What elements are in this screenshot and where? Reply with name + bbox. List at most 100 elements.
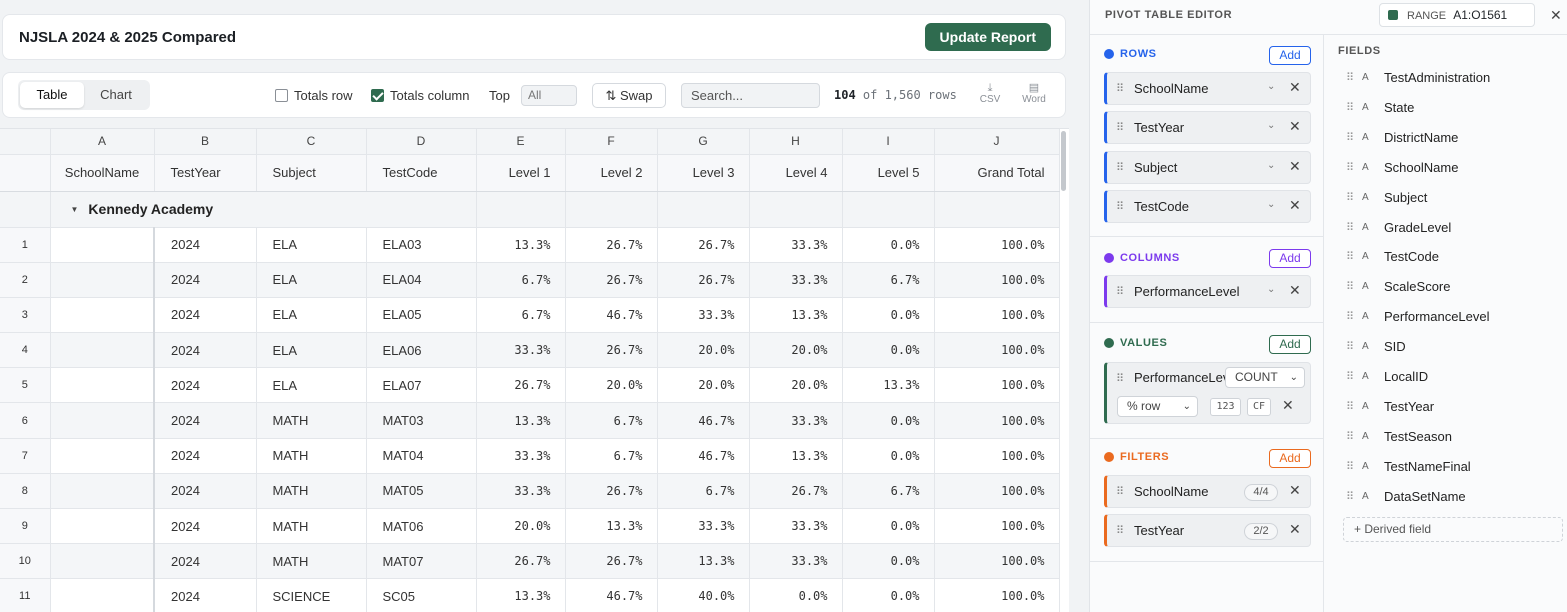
drag-handle-icon[interactable]: ⠿ (1346, 371, 1354, 383)
table-cell[interactable]: 20.0% (749, 367, 843, 404)
table-cell[interactable]: ELA (256, 332, 367, 369)
drag-handle-icon[interactable]: ⠿ (1346, 430, 1354, 443)
table-cell[interactable] (50, 297, 155, 334)
column-header[interactable]: Level 4 (749, 154, 843, 192)
drag-handle-icon[interactable]: ⠿ (1116, 486, 1124, 498)
col-letter[interactable]: J (934, 129, 1060, 155)
drag-handle-icon[interactable]: ⠿ (1116, 525, 1124, 537)
chevron-down-icon[interactable]: ⌄ (1267, 81, 1276, 92)
table-cell[interactable]: 26.7% (657, 262, 750, 298)
table-cell[interactable]: MAT06 (366, 508, 477, 545)
table-cell[interactable]: 46.7% (565, 297, 658, 334)
table-cell[interactable]: 20.0% (657, 332, 750, 369)
table-cell[interactable]: MAT07 (366, 543, 477, 580)
table-cell[interactable]: ELA (256, 297, 367, 334)
table-cell[interactable]: MAT03 (366, 402, 477, 439)
col-letter[interactable]: H (749, 129, 843, 155)
add-column-button[interactable]: Add (1269, 249, 1311, 268)
chevron-down-icon[interactable]: ⌄ (1267, 160, 1276, 171)
remove-icon[interactable]: ✕ (1289, 197, 1301, 213)
table-cell[interactable]: 100.0% (934, 473, 1060, 510)
table-cell[interactable]: 0.0% (842, 332, 935, 369)
table-cell[interactable]: 20.0% (476, 508, 566, 545)
table-cell[interactable]: 100.0% (934, 578, 1060, 612)
table-cell[interactable]: 0.0% (842, 297, 935, 334)
checkbox-box-checked[interactable] (371, 89, 384, 102)
field-item[interactable]: ⠿ A SID (1346, 339, 1406, 354)
table-cell[interactable] (50, 332, 155, 369)
search-input[interactable]: Search... (681, 83, 820, 108)
table-cell[interactable]: 33.3% (749, 402, 843, 439)
remove-icon[interactable]: ✕ (1289, 521, 1301, 537)
table-cell[interactable]: 20.0% (657, 367, 750, 404)
table-cell[interactable]: 6.7% (565, 402, 658, 439)
table-cell[interactable]: 100.0% (934, 332, 1060, 369)
table-cell[interactable] (50, 438, 155, 474)
totals-column-checkbox[interactable]: Totals column (371, 88, 469, 103)
table-cell[interactable] (50, 262, 155, 298)
table-cell[interactable]: MAT04 (366, 438, 477, 474)
table-cell[interactable]: 6.7% (842, 262, 935, 298)
chevron-down-icon[interactable]: ⌄ (1267, 120, 1276, 131)
remove-icon[interactable]: ✕ (1289, 118, 1301, 134)
column-header[interactable]: Level 1 (476, 154, 566, 192)
col-letter[interactable]: G (657, 129, 750, 155)
field-item[interactable]: ⠿ A TestAdministration (1346, 70, 1490, 85)
table-cell[interactable]: 26.7% (565, 332, 658, 369)
table-cell[interactable] (50, 227, 155, 263)
table-cell[interactable]: 0.0% (842, 402, 935, 439)
table-cell[interactable]: 2024 (154, 508, 257, 545)
table-cell[interactable]: MATH (256, 508, 367, 545)
table-cell[interactable]: 100.0% (934, 438, 1060, 474)
conditional-format-button[interactable]: CF (1247, 398, 1271, 416)
column-header[interactable]: Subject (256, 154, 367, 192)
table-cell[interactable]: 0.0% (842, 227, 935, 263)
export-word-button[interactable]: ▤ Word (1019, 82, 1049, 105)
remove-icon[interactable]: ✕ (1289, 282, 1301, 298)
table-cell[interactable]: 0.0% (842, 543, 935, 580)
column-field-chip[interactable]: ⠿ PerformanceLevel ⌄ ✕ (1104, 275, 1311, 308)
filter-count-badge[interactable]: 2/2 (1244, 523, 1278, 540)
drag-handle-icon[interactable]: ⠿ (1346, 311, 1354, 324)
field-item[interactable]: ⠿ A DistrictName (1346, 130, 1458, 145)
chevron-down-icon[interactable]: ⌄ (1267, 284, 1276, 295)
range-field[interactable]: RANGE A1:O1561 (1379, 3, 1535, 27)
col-letter[interactable]: D (366, 129, 477, 155)
export-csv-button[interactable]: ⤓ CSV (975, 82, 1005, 105)
column-header[interactable]: TestCode (366, 154, 477, 192)
drag-handle-icon[interactable]: ⠿ (1116, 201, 1124, 213)
table-cell[interactable]: MATH (256, 402, 367, 439)
field-item[interactable]: ⠿ A TestCode (1346, 249, 1439, 264)
table-cell[interactable]: SC05 (366, 578, 477, 612)
filter-field-chip[interactable]: ⠿ TestYear 2/2 ✕ (1104, 514, 1311, 547)
checkbox-box[interactable] (275, 89, 288, 102)
table-cell[interactable]: 13.3% (565, 508, 658, 545)
field-item[interactable]: ⠿ A LocalID (1346, 369, 1428, 384)
table-cell[interactable]: 33.3% (749, 262, 843, 298)
table-cell[interactable]: MATH (256, 438, 367, 474)
drag-handle-icon[interactable]: ⠿ (1346, 191, 1354, 204)
table-cell[interactable]: 2024 (154, 297, 257, 334)
table-cell[interactable]: 2024 (154, 473, 257, 510)
table-cell[interactable]: 33.3% (476, 332, 566, 369)
table-cell[interactable]: ELA07 (366, 367, 477, 404)
table-cell[interactable]: 2024 (154, 578, 257, 612)
totals-row-checkbox[interactable]: Totals row (275, 88, 353, 103)
update-report-button[interactable]: Update Report (924, 23, 1051, 51)
table-cell[interactable]: 13.3% (749, 297, 843, 334)
drag-handle-icon[interactable]: ⠿ (1346, 221, 1354, 234)
table-cell[interactable]: 13.3% (749, 438, 843, 474)
field-item[interactable]: ⠿ A TestYear (1346, 399, 1434, 414)
table-cell[interactable]: 100.0% (934, 227, 1060, 263)
drag-handle-icon[interactable]: ⠿ (1116, 83, 1124, 95)
column-header[interactable]: Grand Total (934, 154, 1060, 192)
table-cell[interactable]: 100.0% (934, 262, 1060, 298)
table-cell[interactable]: 33.3% (476, 438, 566, 474)
col-letter[interactable]: I (842, 129, 935, 155)
field-item[interactable]: ⠿ A Subject (1346, 190, 1427, 205)
table-cell[interactable]: MATH (256, 473, 367, 510)
table-cell[interactable]: 26.7% (476, 543, 566, 580)
table-cell[interactable]: 13.3% (657, 543, 750, 580)
table-cell[interactable]: 100.0% (934, 402, 1060, 439)
table-cell[interactable]: 20.0% (749, 332, 843, 369)
